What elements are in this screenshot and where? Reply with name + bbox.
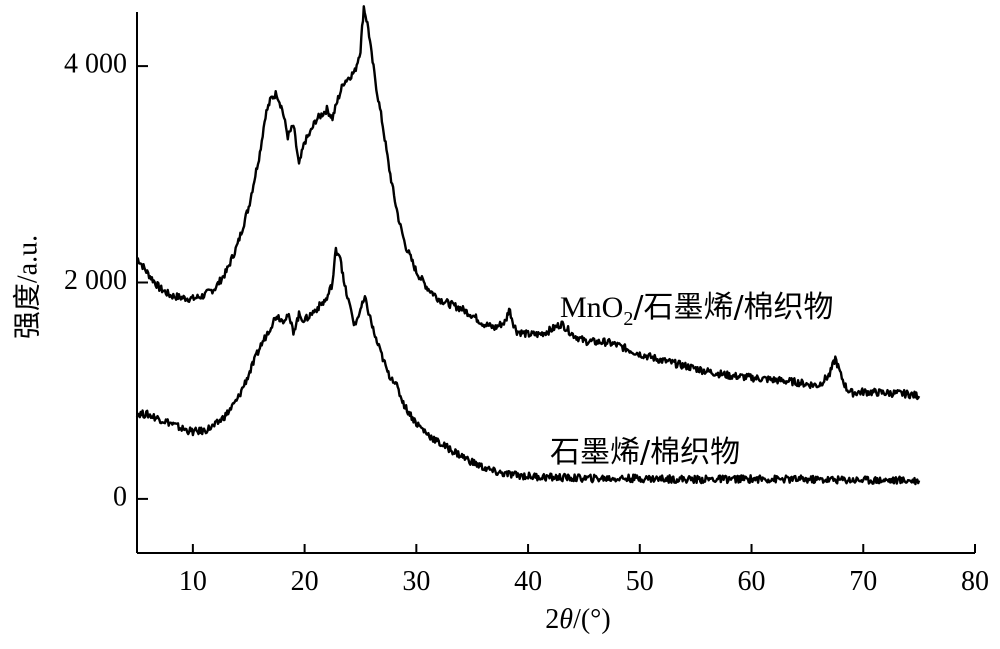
- series-line-graphene-cotton: [135, 246, 921, 486]
- x-tick-label: 10: [179, 566, 207, 597]
- x-axis-title-theta: θ: [559, 604, 573, 635]
- series-label-mno2-graphene-cotton: MnO2/石墨烯/棉织物: [560, 290, 834, 330]
- axes-layer: 10 20 30 40 50 60 70 80 0 2 000 4 000: [64, 12, 989, 597]
- plot-layer: [135, 5, 921, 486]
- x-tick-label: 70: [849, 566, 877, 597]
- x-tick-label: 30: [402, 566, 430, 597]
- x-tick-label: 60: [738, 566, 766, 597]
- series-label-subscript: 2: [623, 308, 633, 330]
- x-tick-label: 50: [626, 566, 654, 597]
- y-tick-label: 4 000: [64, 49, 127, 80]
- x-axis-title: 2θ/(°): [545, 604, 610, 635]
- y-axis-title: 强度/a.u.: [11, 235, 43, 339]
- y-tick-label: 0: [113, 481, 127, 512]
- x-axis-title-prefix: 2: [545, 604, 559, 635]
- series-label-mno2-part: MnO: [560, 291, 623, 324]
- series-label-rest: /石墨烯/棉织物: [633, 290, 833, 325]
- series-label-graphene-cotton: 石墨烯/棉织物: [550, 435, 740, 470]
- x-tick-label: 20: [291, 566, 319, 597]
- y-tick-label: 2 000: [64, 265, 127, 296]
- series-line-mno2-graphene-cotton: [136, 5, 921, 401]
- x-axis-title-unit: /(°): [573, 604, 611, 635]
- x-tick-label: 40: [514, 566, 542, 597]
- x-tick-label: 80: [961, 566, 989, 597]
